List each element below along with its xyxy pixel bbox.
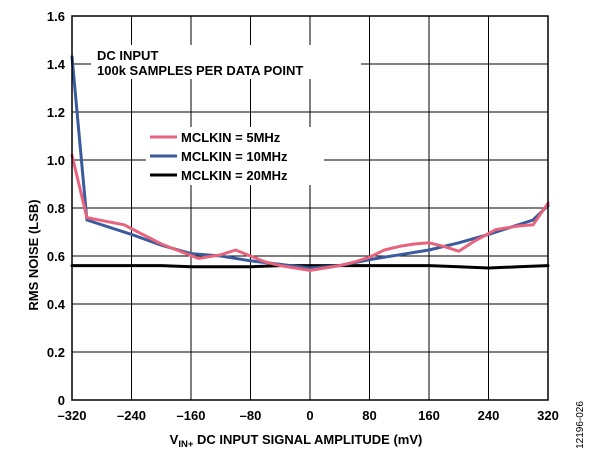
x-tick-labels: –320 –240 –160 –80 0 80 160 240 320 xyxy=(58,408,559,423)
y-tick-label: 1.6 xyxy=(47,9,65,24)
annotation-line-2: 100k SAMPLES PER DATA POINT xyxy=(97,63,303,78)
plot-frame xyxy=(71,15,549,401)
x-tick-label: 320 xyxy=(537,408,559,423)
y-tick-label: 1.4 xyxy=(47,57,66,72)
series-line-0 xyxy=(70,153,550,272)
legend-label-0: MCLKIN = 5MHz xyxy=(181,130,281,145)
x-tick-label: –160 xyxy=(177,408,206,423)
x-axis-label-main: V xyxy=(170,432,179,447)
legend-label-2: MCLKIN = 20MHz xyxy=(181,168,288,183)
y-tick-labels: 0 0.2 0.4 0.6 0.8 1.0 1.2 1.4 1.6 xyxy=(47,9,66,408)
x-tick-label: –240 xyxy=(117,408,146,423)
x-tick-label: 240 xyxy=(478,408,500,423)
y-tick-label: 0.8 xyxy=(47,201,65,216)
x-tick-label: 80 xyxy=(362,408,376,423)
x-tick-label: 160 xyxy=(418,408,440,423)
legend: MCLKIN = 5MHz MCLKIN = 10MHz MCLKIN = 20MH… xyxy=(146,127,324,185)
annotation: DC INPUT 100k SAMPLES PER DATA POINT xyxy=(91,45,361,79)
x-axis-label-rest: DC INPUT SIGNAL AMPLITUDE (mV) xyxy=(193,432,422,447)
y-tick-label: 0.2 xyxy=(47,345,65,360)
annotation-line-1: DC INPUT xyxy=(97,48,158,63)
series-line-2 xyxy=(70,264,550,270)
x-tick-label: –320 xyxy=(58,408,87,423)
annotation-box xyxy=(91,45,361,79)
x-tick-label: –80 xyxy=(240,408,262,423)
y-tick-label: 0.4 xyxy=(47,297,66,312)
y-tick-label: 1.2 xyxy=(47,105,65,120)
x-tick-label: 0 xyxy=(306,408,313,423)
legend-label-1: MCLKIN = 10MHz xyxy=(181,149,288,164)
series-group xyxy=(70,55,550,272)
y-tick-label: 1.0 xyxy=(47,153,65,168)
x-axis-label: VIN+ DC INPUT SIGNAL AMPLITUDE (mV) xyxy=(170,432,423,450)
y-tick-label: 0.6 xyxy=(47,249,65,264)
x-axis-label-subscript: IN+ xyxy=(178,439,194,450)
y-axis-label: RMS NOISE (LSB) xyxy=(26,199,41,310)
y-tick-label: 0 xyxy=(58,393,65,408)
figure-code: 12196-026 xyxy=(575,401,586,449)
